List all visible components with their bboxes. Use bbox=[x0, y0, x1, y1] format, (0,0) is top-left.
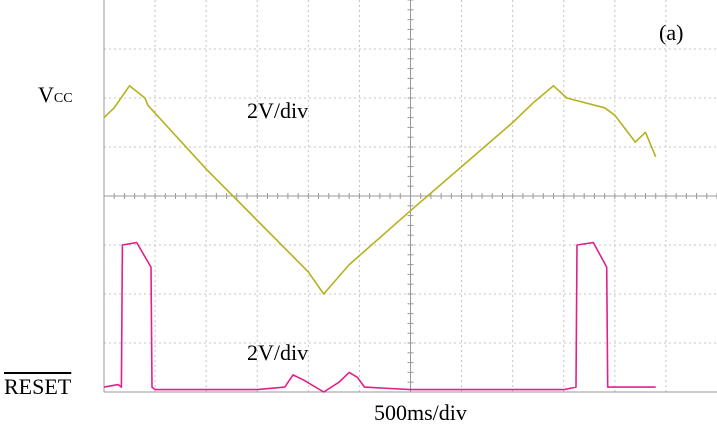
vcc-label-main: V bbox=[38, 82, 54, 107]
vcc-channel-label: VCC bbox=[38, 82, 73, 108]
reset-scale-label: 2V/div bbox=[247, 340, 309, 365]
panel-tag: (a) bbox=[659, 20, 684, 45]
trace-vcc bbox=[103, 85, 657, 295]
timebase-label: 500ms/div bbox=[374, 400, 467, 425]
graticule bbox=[103, 0, 717, 393]
vcc-scale-label: 2V/div bbox=[247, 98, 309, 123]
reset-channel-label: RESET bbox=[4, 374, 71, 400]
trace-reset bbox=[103, 241, 656, 393]
vcc-label-subscript: CC bbox=[53, 91, 73, 106]
reset-label-text: RESET bbox=[4, 374, 72, 399]
traces bbox=[103, 85, 657, 393]
